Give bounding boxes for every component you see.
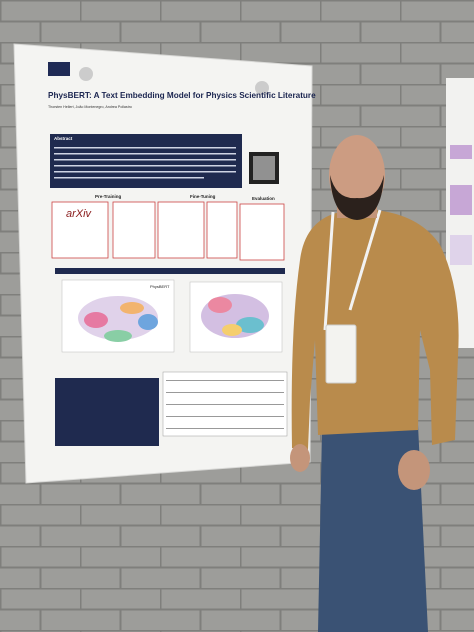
plot-label: PhysBERT <box>150 284 170 289</box>
arxiv-logo: arXiv <box>66 208 93 220</box>
figure-caption <box>55 268 285 274</box>
pipeline-boxes <box>51 201 285 261</box>
side-poster-box <box>450 145 472 159</box>
poster-title: PhysBERT: A Text Embedding Model for Phy… <box>48 91 316 100</box>
side-poster-box <box>450 235 472 265</box>
qr-code <box>253 156 275 180</box>
conclusion-box <box>55 378 159 446</box>
sweater <box>291 210 459 450</box>
logo <box>48 62 70 76</box>
head <box>329 135 385 215</box>
abstract-lines <box>54 147 236 179</box>
beard <box>330 175 384 220</box>
section-label: Fine-Tuning <box>190 194 216 199</box>
table-lines <box>166 380 284 429</box>
hand <box>290 444 310 472</box>
lanyard <box>323 209 382 331</box>
logo <box>255 81 269 95</box>
scatter-cloud <box>78 294 269 342</box>
hand <box>398 450 430 490</box>
section-label: Pre-Training <box>95 194 122 199</box>
abstract-box <box>50 134 242 188</box>
abstract-heading: Abstract <box>54 136 73 141</box>
logo <box>79 67 93 81</box>
poster-authors: Thorsten Hellert, João Montenegro, Andre… <box>48 105 132 109</box>
side-poster-box <box>450 185 472 215</box>
badge <box>325 324 357 384</box>
section-label: Evaluation <box>252 196 275 201</box>
